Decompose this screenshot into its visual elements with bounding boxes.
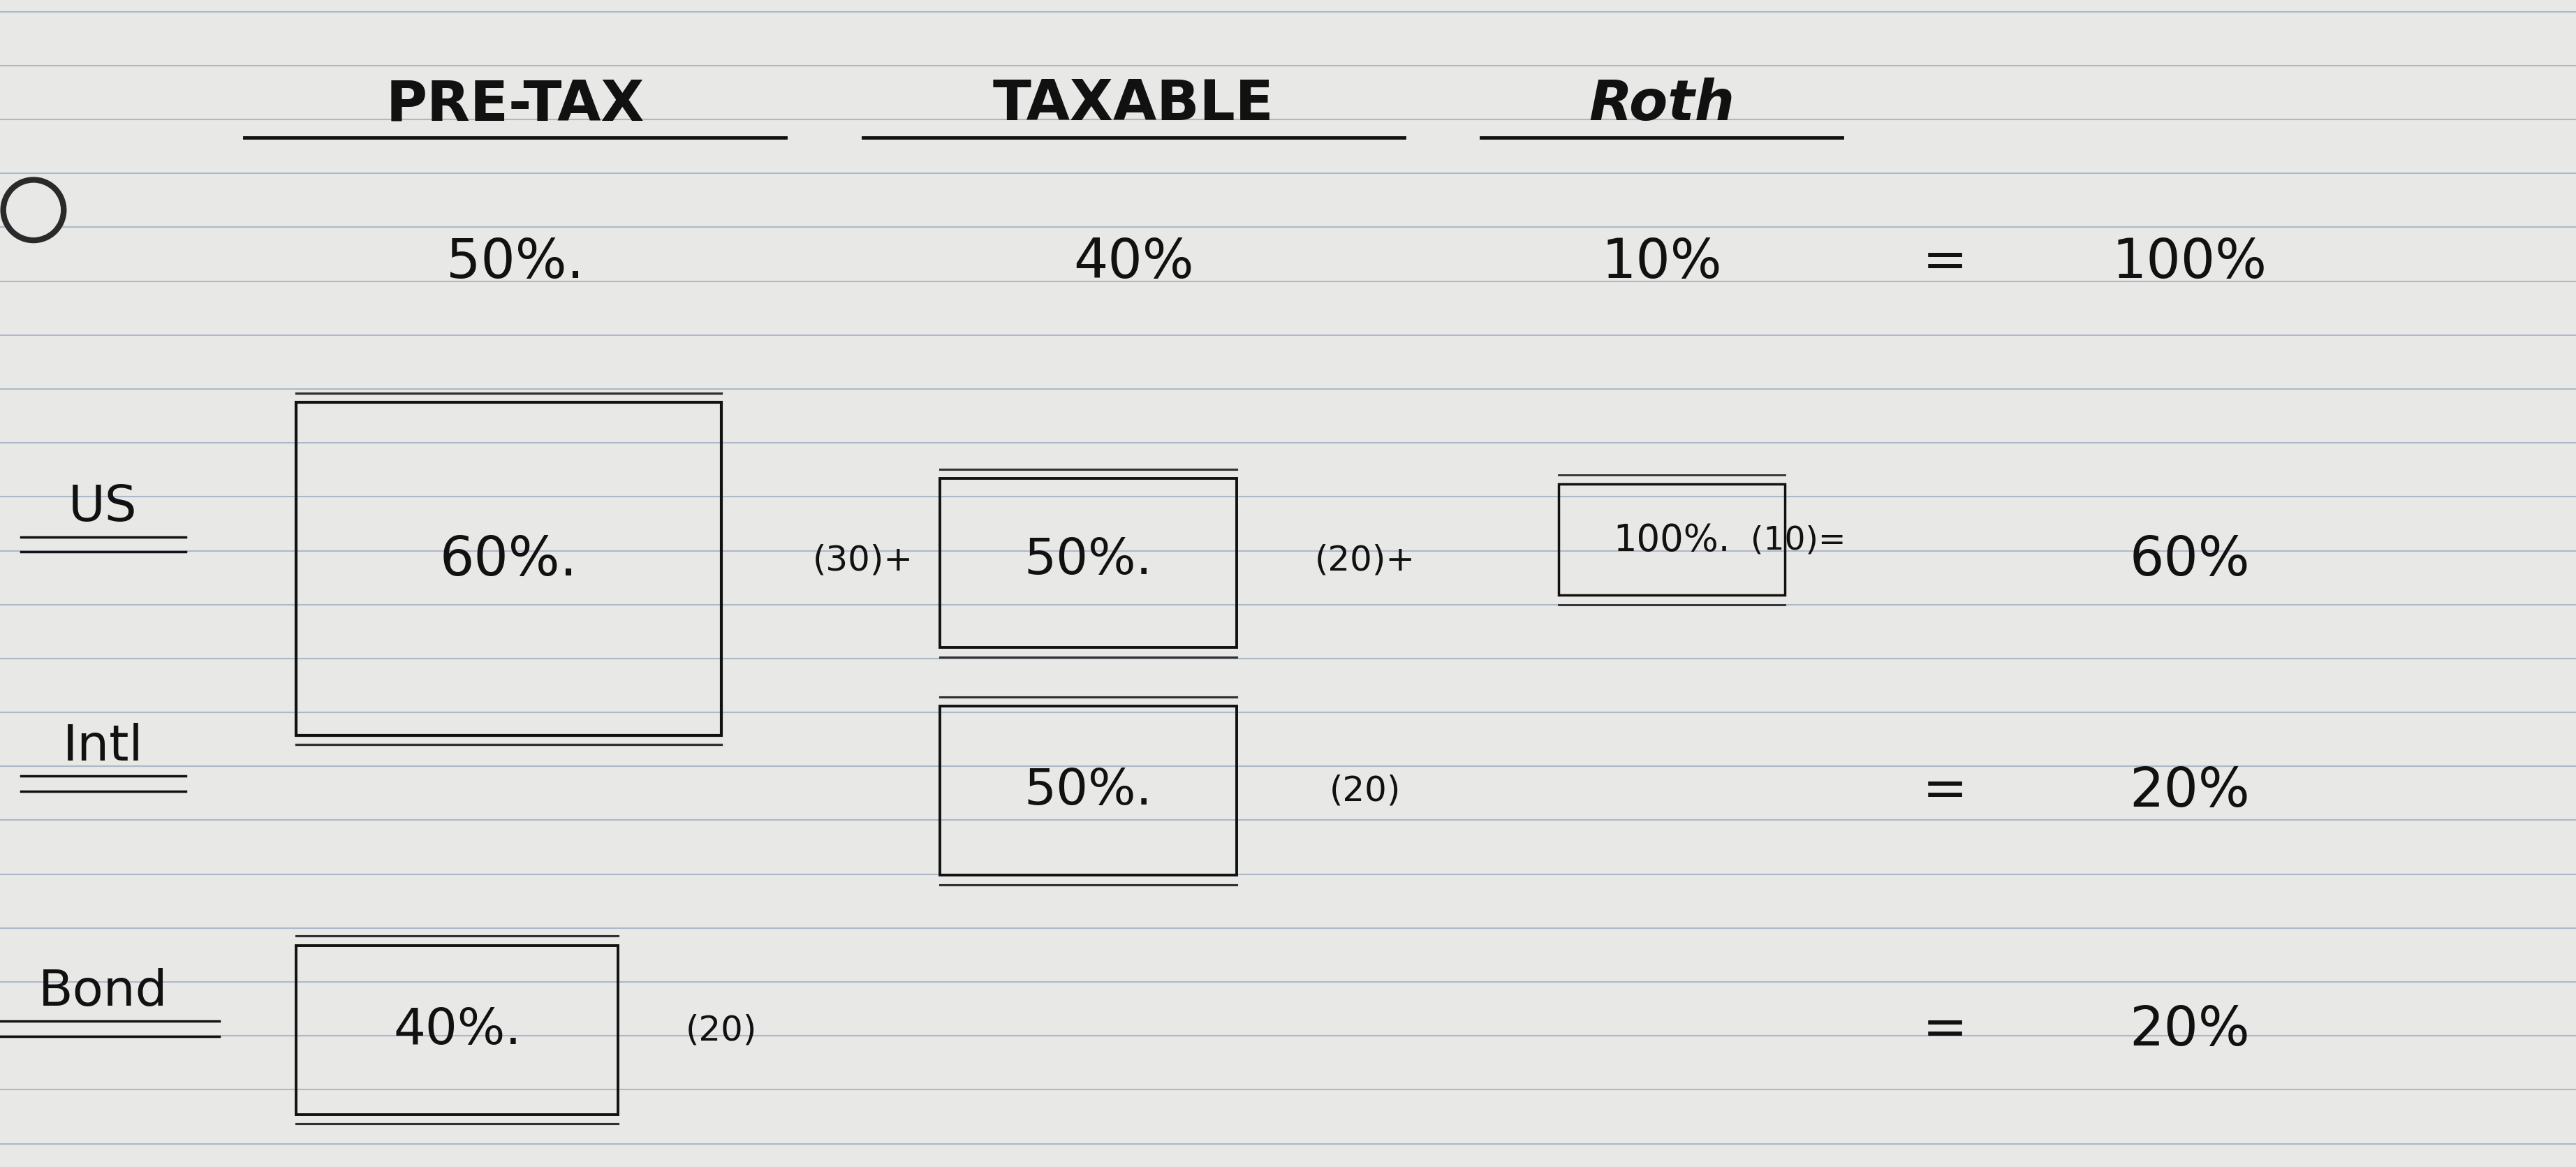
Text: 50%.: 50%. [1025, 767, 1151, 816]
Bar [296, 945, 618, 1114]
Text: (30)+: (30)+ [811, 544, 914, 576]
Text: =: = [1922, 764, 1968, 818]
Text: 100%.: 100%. [1613, 522, 1731, 559]
Text: Intl: Intl [62, 722, 144, 771]
Text: =: = [1922, 1004, 1968, 1057]
Text: (10)=: (10)= [1749, 525, 1847, 555]
Bar [1558, 484, 1785, 595]
Ellipse shape [8, 183, 59, 237]
Text: Bond: Bond [39, 967, 167, 1016]
Text: (20): (20) [685, 1014, 757, 1047]
Text: PRE-TAX: PRE-TAX [386, 78, 644, 132]
Ellipse shape [0, 177, 67, 243]
Text: US: US [70, 483, 137, 532]
Bar [940, 706, 1236, 875]
Text: 50%.: 50%. [1025, 536, 1151, 585]
Text: TAXABLE: TAXABLE [992, 78, 1275, 132]
Text: Roth: Roth [1589, 78, 1734, 132]
Text: 50%.: 50%. [446, 236, 585, 289]
Text: (20)+: (20)+ [1314, 544, 1417, 576]
Bar [296, 403, 721, 735]
Text: 60%: 60% [2130, 533, 2249, 587]
Text: 40%: 40% [1074, 236, 1193, 289]
Text: 20%: 20% [2130, 764, 2249, 818]
Text: 100%: 100% [2112, 236, 2267, 289]
Text: 20%: 20% [2130, 1004, 2249, 1057]
Text: 60%.: 60%. [440, 533, 577, 587]
Text: =: = [1922, 236, 1968, 289]
Text: 40%.: 40%. [394, 1006, 520, 1055]
Text: 10%: 10% [1602, 236, 1721, 289]
Text: (20): (20) [1329, 775, 1401, 808]
Bar [940, 478, 1236, 648]
